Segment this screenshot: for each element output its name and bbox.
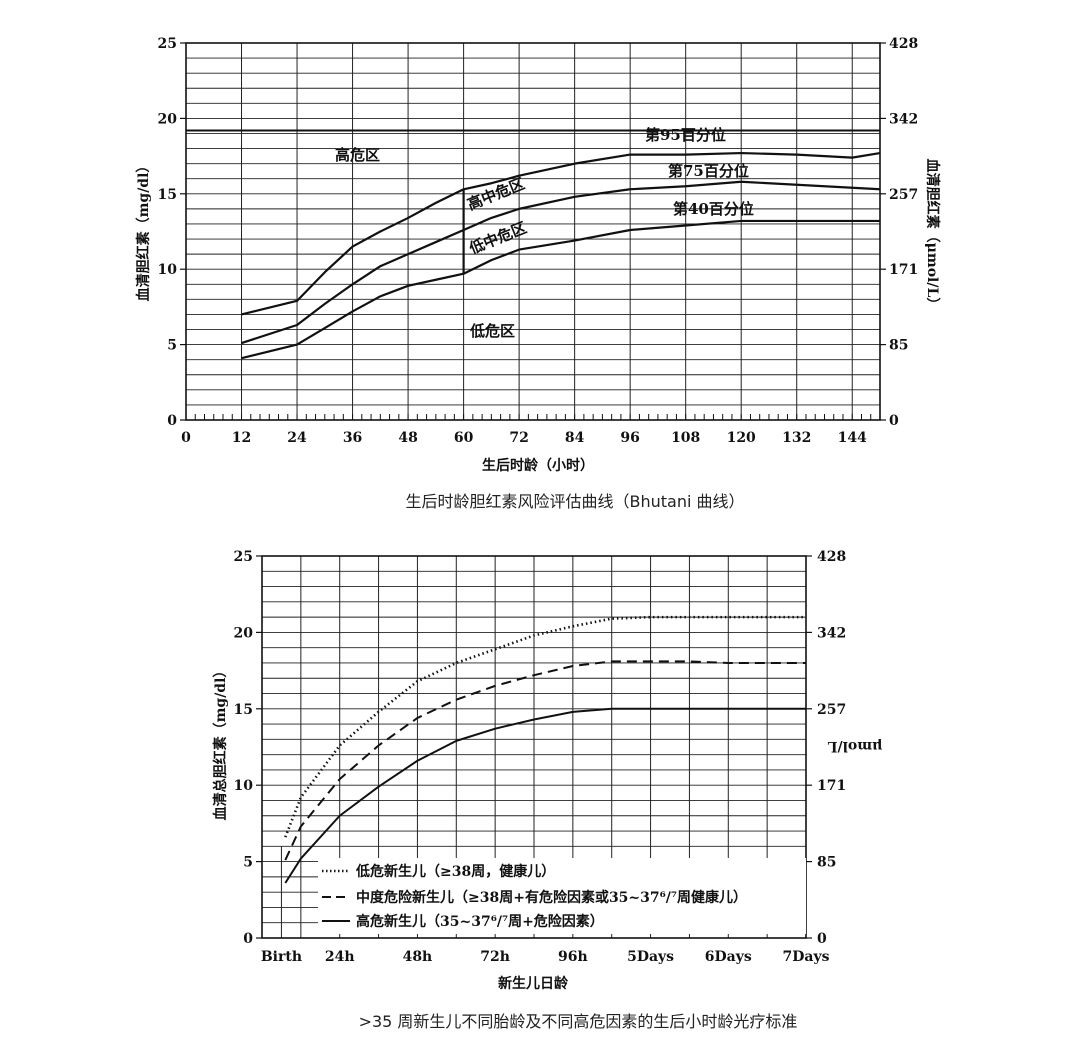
chart1-x-axis-title: 生后时龄（小时）: [482, 457, 594, 474]
legend-label-medium-risk: 中度危险新生儿（≥38周+有危险因素或35~37⁶/⁷周健康儿）: [356, 889, 747, 906]
y-right-tick-label: 428: [889, 36, 918, 52]
series-label-p75: 第75百分位: [668, 162, 749, 180]
x-tick-label: 144: [838, 430, 867, 446]
percentile-curve: [241, 219, 880, 360]
x-tick-label: 5Days: [627, 949, 674, 965]
x-tick-label: 36: [343, 430, 362, 446]
y-tick-label: 5: [243, 855, 253, 871]
percentile-curve: [241, 151, 881, 316]
chart2-y-axis-title: 血清总胆红素（mg/dl）: [212, 664, 229, 821]
y-right-tick-label: 0: [889, 413, 899, 429]
x-tick-label: 72: [509, 430, 528, 446]
y-tick-label: 25: [158, 36, 177, 52]
x-tick-label: 84: [565, 430, 585, 446]
x-tick-label: 72h: [480, 949, 510, 965]
series-label-p95: 第95百分位: [645, 126, 726, 144]
treatment-curve-solid: [284, 707, 806, 884]
chart1-y-axis-title: 血清胆红素（mg/dl）: [135, 159, 152, 302]
y-tick-label: 10: [234, 778, 254, 794]
x-tick-label: 24h: [325, 949, 355, 965]
phototherapy-chart: Birth 24h 48h 72h 96h 5Days 6Days 7Days 0 5 10 15 20…: [234, 549, 847, 965]
plot-frame: [261, 555, 807, 939]
zone-label-low-risk: 低危区: [469, 322, 515, 340]
x-tick-label: 12: [232, 430, 251, 446]
x-tick-label: 108: [671, 430, 700, 446]
legend-background: [318, 858, 806, 934]
chart2-caption: >35 周新生儿不同胎龄及不同高危因素的生后小时龄光疗标准: [359, 1012, 798, 1031]
chart1-y-right-axis-title: 血清胆红素（μmol/L）: [924, 159, 941, 312]
y-right-tick-label: 85: [817, 855, 836, 871]
y-tick-label: 25: [234, 549, 253, 565]
x-tick-label: 7Days: [783, 949, 830, 965]
x-tick-label: 60: [454, 430, 474, 446]
y-right-tick-label: 257: [889, 187, 918, 203]
y-tick-label: 10: [158, 262, 178, 278]
bhutani-chart: 0 12 24 36 48 60 72 84 96 108 120 132 144 0 5 10 15 20 25 0…: [158, 36, 919, 446]
y-tick-label: 20: [234, 625, 254, 641]
y-right-tick-label: 171: [817, 778, 846, 794]
y-right-tick-label: 0: [817, 931, 827, 947]
chart2-legend: 低危新生儿（≥38周，健康儿） 中度危险新生儿（≥38周+有危险因素或35~37…: [318, 858, 806, 934]
y-tick-label: 15: [234, 702, 253, 718]
chart2-x-axis-title: 新生儿日龄: [498, 975, 569, 992]
y-right-tick-label: 342: [817, 625, 846, 641]
x-tick-label: 120: [727, 430, 756, 446]
y-right-tick-label: 342: [889, 111, 918, 127]
x-tick-label: 48h: [403, 949, 433, 965]
y-tick-label: 5: [167, 338, 177, 354]
y-tick-label: 0: [167, 413, 177, 429]
y-right-tick-label: 171: [889, 262, 918, 278]
x-tick-label: 6Days: [705, 949, 752, 965]
x-tick-label: 48: [398, 430, 417, 446]
zone-label-high-intermediate: 高中危区: [465, 175, 527, 214]
x-tick-label: Birth: [261, 949, 302, 965]
x-tick-label: 24: [287, 430, 307, 446]
y-right-tick-label: 428: [817, 549, 846, 565]
y-tick-label: 20: [158, 111, 178, 127]
legend-label-high-risk: 高危新生儿（35~37⁶/⁷周+危险因素）: [356, 913, 604, 930]
y-tick-label: 15: [158, 187, 177, 203]
chart1-caption: 生后时龄胆红素风险评估曲线（Bhutani 曲线）: [405, 492, 744, 511]
plot-frame: [185, 42, 881, 421]
x-tick-label: 96: [620, 430, 639, 446]
chart2-y-right-axis-title: μmol/L: [828, 738, 883, 754]
percentile-curve: [241, 180, 881, 345]
y-tick-label: 0: [243, 931, 253, 947]
legend-label-low-risk: 低危新生儿（≥38周，健康儿）: [355, 863, 555, 880]
zone-label-high-risk: 高危区: [335, 146, 380, 164]
x-tick-label: 96h: [558, 949, 588, 965]
treatment-curve-dotted: [284, 615, 806, 838]
y-right-tick-label: 257: [817, 702, 846, 718]
series-label-p40: 第40百分位: [673, 200, 754, 218]
x-tick-label: 0: [181, 430, 191, 446]
x-tick-label: 132: [782, 430, 811, 446]
y-right-tick-label: 85: [889, 338, 908, 354]
treatment-curve-dashed: [284, 660, 806, 861]
